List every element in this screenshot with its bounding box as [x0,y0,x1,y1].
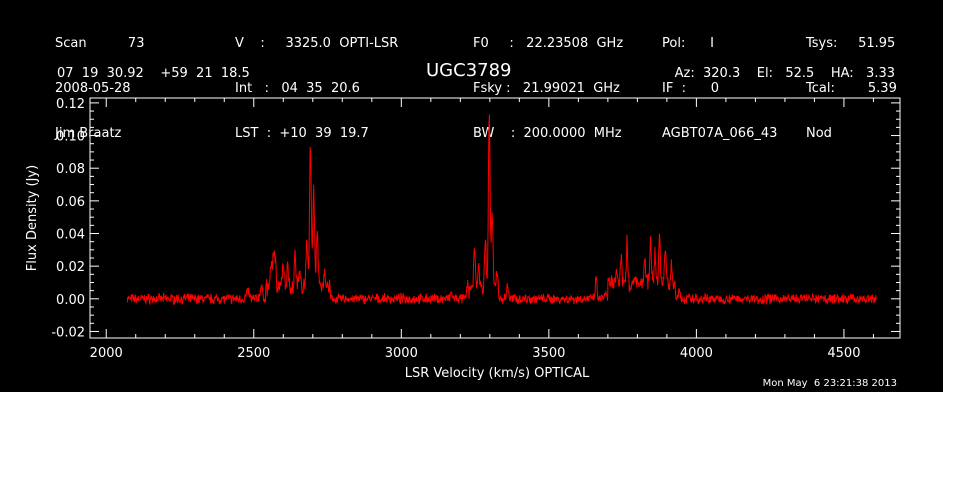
x-tick-label: 2000 [90,346,123,361]
plot-window: Scan 73 2008-05-28 Jim Braatz V : 3325.0… [0,0,943,392]
y-tick-label: 0.00 [56,293,85,308]
plot-timestamp: Mon May 6 23:21:38 2013 [762,378,897,389]
y-tick-label: -0.02 [51,325,85,340]
axis-ticks: 2000 2500 3000 3500 4000 4500 -0.02 0.00 0.02 0.0… [51,97,900,361]
az-el-ha-readout: Az: 320.3 El: 52.5 HA: 3.33 [674,66,895,81]
header-col-tsys: Tsys: 51.95 Tcal: 5.39 Nod [806,6,897,171]
y-tick-label: 0.08 [56,162,85,177]
project-label: AGBT07A_066_43 [662,126,778,141]
header-col-pol: Pol: I IF : 0 AGBT07A_066_43 [662,6,777,171]
y-tick-label: 0.10 [56,130,85,145]
x-tick-label: 3000 [385,346,418,361]
x-tick-label: 2500 [237,346,270,361]
y-tick-label: 0.02 [56,260,85,275]
velocity-label: V : 3325.0 OPTI-LSR [235,36,399,51]
plot-frame [89,97,901,339]
f0-label: F0 : 22.23508 GHz [473,36,624,51]
y-tick-label: 0.04 [56,228,85,243]
x-tick-label: 3500 [532,346,565,361]
int-label: Int : 04 35 20.6 [235,81,360,96]
fsky-label: Fsky : 21.99021 GHz [473,81,620,96]
x-axis-label: LSR Velocity (km/s) OPTICAL [405,366,590,381]
x-tick-label: 4500 [827,346,860,361]
date-label: 2008-05-28 [55,81,131,96]
chart-title: UGC3789 [426,60,512,81]
y-axis-label: Flux Density (Jy) [25,165,40,271]
header-col-velocity: V : 3325.0 OPTI-LSR Int : 04 35 20.6 LST… [235,6,398,171]
pol-label: Pol: I [662,36,714,51]
spectrum-line [126,114,877,306]
lst-label: LST : +10 39 19.7 [235,126,369,141]
scan-label: Scan 73 [55,36,145,51]
x-tick-label: 4000 [680,346,713,361]
tcal-label: Tcal: 5.39 [806,81,897,96]
y-tick-label: 0.06 [56,195,85,210]
source-coordinates: 07 19 30.92 +59 21 18.5 [57,66,250,81]
header-col-scan: Scan 73 2008-05-28 Jim Braatz [55,6,144,171]
y-tick-label: 0.12 [56,97,85,112]
spectrum-plot: 2000 2500 3000 3500 4000 4500 -0.02 0.00 0.02 0.0… [25,97,901,381]
if-label: IF : 0 [662,81,720,96]
nod-label: Nod [806,126,832,141]
tsys-label: Tsys: 51.95 [806,36,896,51]
